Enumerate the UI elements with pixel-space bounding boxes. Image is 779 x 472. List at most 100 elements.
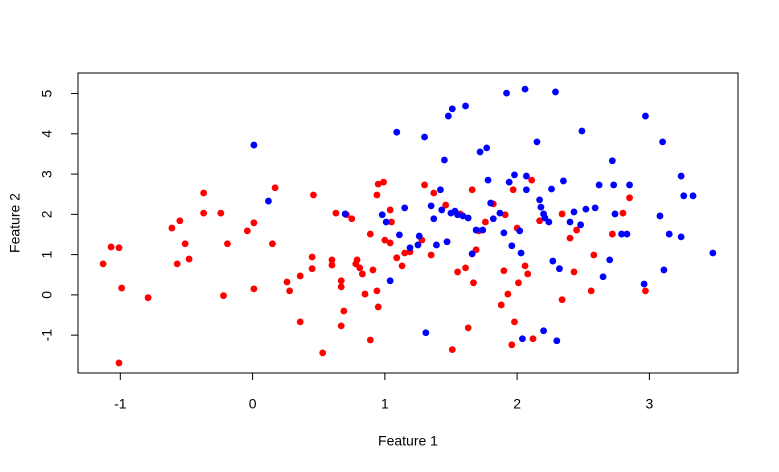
- point: [537, 203, 545, 211]
- point: [626, 181, 633, 189]
- point: [422, 329, 430, 337]
- point: [623, 230, 631, 238]
- point: [501, 211, 509, 219]
- point: [611, 210, 619, 218]
- point: [381, 236, 389, 244]
- point: [337, 277, 345, 285]
- point: [479, 226, 487, 234]
- x-tick-label: 2: [513, 396, 521, 412]
- y-axis-label: Feature 2: [7, 193, 23, 253]
- point: [361, 290, 369, 298]
- y-tick-label: 3: [39, 170, 55, 178]
- point: [454, 211, 461, 219]
- point: [503, 89, 510, 97]
- point: [558, 296, 566, 304]
- point: [401, 204, 409, 212]
- point: [337, 283, 345, 291]
- point: [328, 256, 336, 264]
- point: [656, 212, 664, 220]
- point: [472, 226, 480, 234]
- point: [433, 241, 440, 249]
- point: [107, 243, 115, 251]
- point: [353, 256, 361, 264]
- point: [250, 285, 258, 293]
- point: [677, 172, 685, 180]
- point: [430, 189, 438, 197]
- point: [369, 266, 377, 274]
- point: [500, 267, 508, 275]
- point: [406, 244, 414, 252]
- point: [536, 196, 544, 204]
- point: [642, 287, 649, 295]
- point: [570, 208, 578, 216]
- point: [528, 176, 536, 184]
- point: [386, 206, 394, 214]
- point: [168, 224, 176, 232]
- point: [427, 202, 435, 210]
- point: [560, 177, 567, 185]
- point: [358, 270, 366, 278]
- point: [181, 240, 189, 248]
- point: [421, 133, 428, 141]
- point: [310, 191, 317, 199]
- point: [200, 209, 208, 217]
- point: [566, 234, 574, 242]
- point: [386, 277, 394, 285]
- point: [509, 186, 517, 194]
- point: [427, 251, 435, 259]
- point: [517, 249, 525, 257]
- point: [553, 337, 561, 345]
- point: [464, 214, 472, 222]
- point: [464, 324, 472, 332]
- x-tick-label: 0: [249, 396, 257, 412]
- point: [484, 176, 492, 184]
- point: [640, 280, 648, 288]
- point: [511, 318, 518, 326]
- point: [536, 217, 544, 225]
- point: [524, 270, 532, 278]
- point: [606, 256, 614, 264]
- point: [440, 156, 448, 164]
- point: [608, 230, 616, 238]
- point: [99, 260, 107, 268]
- point: [366, 230, 374, 238]
- point: [373, 287, 381, 295]
- point: [265, 197, 272, 205]
- point: [118, 284, 126, 292]
- point: [487, 199, 495, 207]
- point: [462, 102, 469, 110]
- point: [308, 265, 316, 273]
- point: [144, 294, 152, 302]
- point: [217, 209, 225, 217]
- point: [660, 266, 668, 274]
- point: [489, 215, 497, 223]
- point: [250, 141, 258, 149]
- point: [444, 112, 452, 120]
- point: [224, 240, 231, 248]
- point: [393, 128, 401, 136]
- point: [250, 219, 258, 227]
- x-tick-label: 1: [381, 396, 389, 412]
- point: [443, 238, 451, 246]
- x-tick-label: -1: [114, 396, 127, 412]
- point: [483, 144, 491, 152]
- point: [382, 218, 390, 226]
- point: [414, 241, 422, 249]
- point: [680, 192, 688, 200]
- point: [374, 180, 382, 188]
- point: [438, 206, 446, 214]
- point: [496, 209, 504, 217]
- point: [556, 265, 563, 273]
- point: [689, 192, 697, 200]
- y-tick-label: 0: [39, 291, 55, 299]
- point: [286, 287, 294, 295]
- point: [515, 279, 522, 287]
- point: [540, 327, 547, 335]
- point: [505, 178, 513, 186]
- point: [373, 191, 381, 199]
- point: [115, 359, 123, 367]
- point: [468, 186, 476, 194]
- point: [608, 157, 616, 165]
- point: [337, 322, 345, 330]
